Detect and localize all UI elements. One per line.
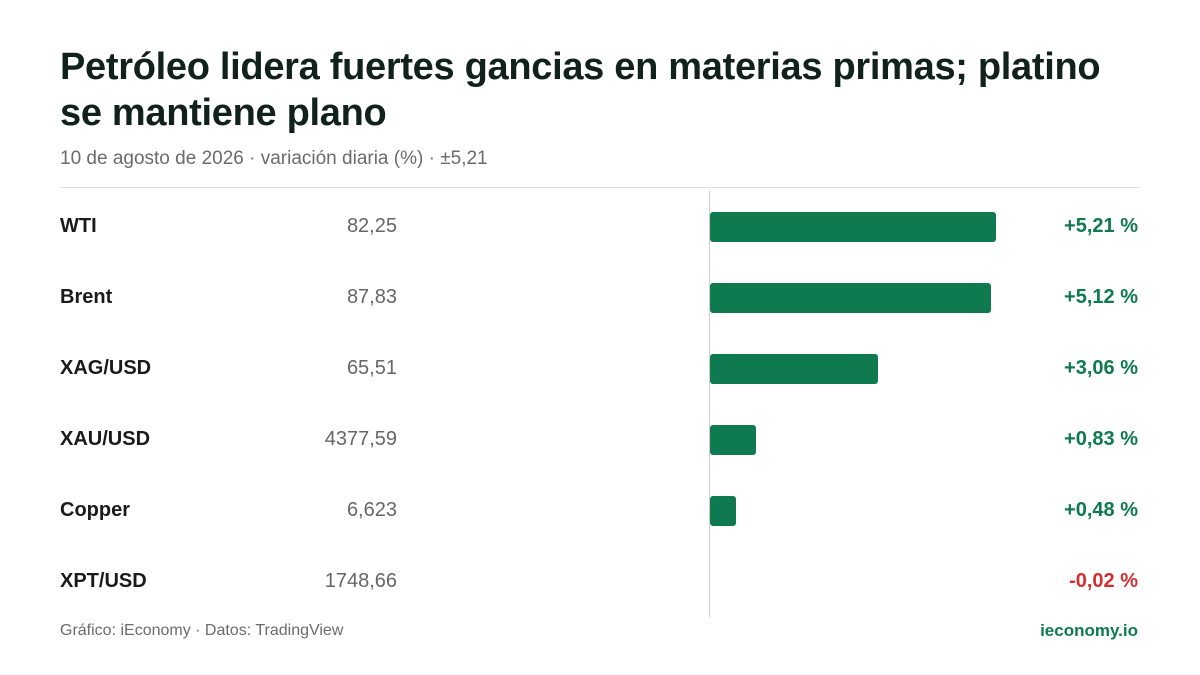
table-row: XAG/USD 65,51 +3,06 % bbox=[0, 333, 1200, 404]
zero-axis-line bbox=[709, 191, 710, 617]
row-label: XPT/USD bbox=[60, 570, 147, 592]
table-row: WTI 82,25 +5,21 % bbox=[0, 191, 1200, 262]
data-label: +0,83 % bbox=[1064, 428, 1138, 450]
row-price: 65,51 bbox=[346, 357, 397, 379]
data-label: +5,12 % bbox=[1064, 286, 1138, 308]
bar-mark bbox=[710, 283, 992, 313]
data-label: +5,21 % bbox=[1064, 215, 1138, 237]
bar-mark bbox=[710, 354, 878, 384]
chart-subtitle: 10 de agosto de 2026 · variación diaria … bbox=[60, 148, 488, 169]
brand-link[interactable]: ieconomy.io bbox=[1040, 621, 1138, 640]
data-label: +0,48 % bbox=[1064, 499, 1138, 521]
table-row: XPT/USD 1748,66 -0,02 % bbox=[0, 546, 1200, 617]
source-credit: Gráfico: iEconomy · Datos: TradingView bbox=[60, 622, 344, 639]
table-row: Copper 6,623 +0,48 % bbox=[0, 475, 1200, 546]
data-label: +3,06 % bbox=[1064, 357, 1138, 379]
row-price: 4377,59 bbox=[324, 428, 397, 450]
table-row: XAU/USD 4377,59 +0,83 % bbox=[0, 404, 1200, 475]
bar-mark bbox=[710, 496, 737, 526]
table-row: Brent 87,83 +5,12 % bbox=[0, 262, 1200, 333]
data-label: -0,02 % bbox=[1069, 570, 1138, 592]
row-label: Copper bbox=[60, 499, 130, 521]
row-label: XAU/USD bbox=[60, 428, 151, 450]
row-price: 6,623 bbox=[346, 499, 397, 521]
row-label: Brent bbox=[60, 286, 113, 308]
bar-mark bbox=[710, 212, 996, 242]
bar-mark bbox=[710, 425, 756, 455]
row-price: 82,25 bbox=[346, 215, 397, 237]
row-label: XAG/USD bbox=[60, 357, 152, 379]
header-divider bbox=[60, 187, 1140, 188]
row-price: 1748,66 bbox=[324, 570, 397, 592]
row-label: WTI bbox=[60, 215, 97, 237]
chart-title: Petróleo lidera fuertes gancias en mater… bbox=[60, 46, 1101, 134]
row-price: 87,83 bbox=[346, 286, 397, 308]
